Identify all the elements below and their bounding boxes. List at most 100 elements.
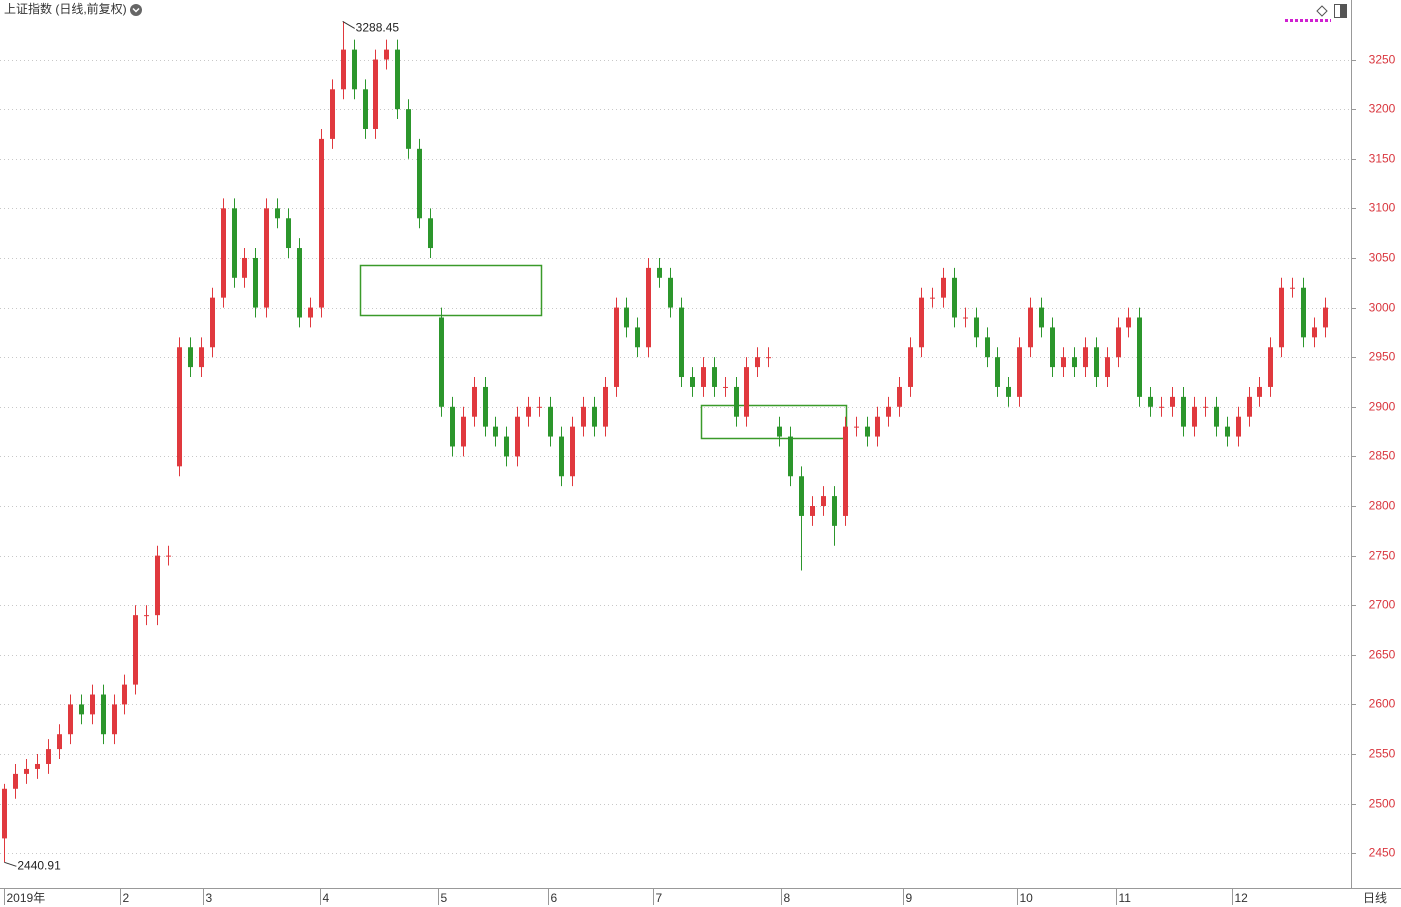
candle-body [963,317,968,319]
candle-body [1006,386,1011,397]
candle-body [537,406,542,408]
candle-body [395,49,400,110]
candle-body [690,377,695,387]
candle-body [68,704,73,735]
candle-body [559,436,564,477]
x-tick-label: 5 [441,891,448,905]
candle-body [1257,386,1262,397]
candle-body [1050,327,1055,368]
candle-body [1137,317,1142,397]
x-tick-label: 2 [123,891,130,905]
candle-body [995,357,1000,387]
panel-icon-fill [1340,5,1346,17]
candle-body [122,684,127,705]
candle-body [624,307,629,328]
candle-body [701,367,706,387]
annotation-label: 2440.91 [17,858,61,872]
candle-body [1214,406,1219,427]
candle-body [875,416,880,437]
candle-body [384,49,389,60]
candle-body [232,208,237,278]
candle-body [428,218,433,249]
candle-body [1116,327,1121,358]
x-tick-label: 9 [906,891,913,905]
candle-body [712,367,717,387]
period-label: 日线 [1363,891,1387,905]
candle-body [635,327,640,348]
candle-body [286,218,291,249]
candle-body [668,277,673,308]
x-tick-label: 7 [656,891,663,905]
candle-body [330,89,335,139]
annotation-arrow [4,861,17,867]
y-tick-label: 2950 [1369,350,1396,364]
candle-body [166,555,171,557]
y-tick-label: 2900 [1369,400,1396,414]
candle-body [854,426,859,428]
y-tick-label: 2700 [1369,598,1396,612]
candle-body [308,307,313,318]
title-menu-icon[interactable] [130,4,142,16]
candle-body [1061,357,1066,368]
annotation-label: 3288.45 [356,21,400,35]
candle-body [821,496,826,507]
candle-body [919,297,924,348]
y-tick-label: 2850 [1369,449,1396,463]
candle-body [614,307,619,387]
x-tick-label: 12 [1235,891,1249,905]
candle-body [941,277,946,298]
candle-body [744,367,749,417]
candle-body [515,416,520,457]
candle-body [974,317,979,338]
y-tick-label: 3100 [1369,201,1396,215]
candle-body [1203,406,1208,408]
candle-body [221,208,226,298]
y-tick-label: 2750 [1369,549,1396,563]
candle-body [766,357,771,359]
panel-icon[interactable] [1334,4,1347,18]
candle-body [35,763,40,769]
x-tick-label: 10 [1020,891,1034,905]
candle-body [985,337,990,358]
candle-body [253,257,258,308]
candle-body [363,89,368,129]
candle-body [1290,287,1295,289]
candle-body [493,426,498,437]
candle-body [1072,357,1077,368]
candle-body [79,704,84,715]
candle-body [1170,396,1175,407]
candle-body [1094,347,1099,378]
candle-body [417,148,422,219]
y-tick-label: 2800 [1369,499,1396,513]
grid [0,60,1350,854]
candle-body [843,426,848,516]
candle-body [1126,317,1131,328]
y-tick-label: 3150 [1369,152,1396,166]
candle-body [461,416,466,447]
candle-body [952,277,957,318]
candle-body [504,436,509,457]
candle-body [112,704,117,735]
x-tick-label: 8 [784,891,791,905]
candle-body [1301,287,1306,338]
candle-body [90,694,95,715]
candle-body [297,248,302,318]
candle-body [319,138,324,308]
candle-body [603,386,608,427]
candle-body [1279,287,1284,348]
candle-body [1148,396,1153,407]
y-tick-label: 2500 [1369,797,1396,811]
y-tick-label: 2450 [1369,846,1396,860]
candle-body [188,347,193,368]
x-tick-label: 2019年 [7,891,46,905]
candle-body [777,426,782,437]
candle-body [1039,307,1044,328]
candle-body [1268,347,1273,387]
diamond-icon[interactable] [1316,5,1328,17]
candle-body [242,257,247,278]
candle-body [439,317,444,407]
candle-body [592,406,597,427]
candle-body [1247,396,1252,417]
